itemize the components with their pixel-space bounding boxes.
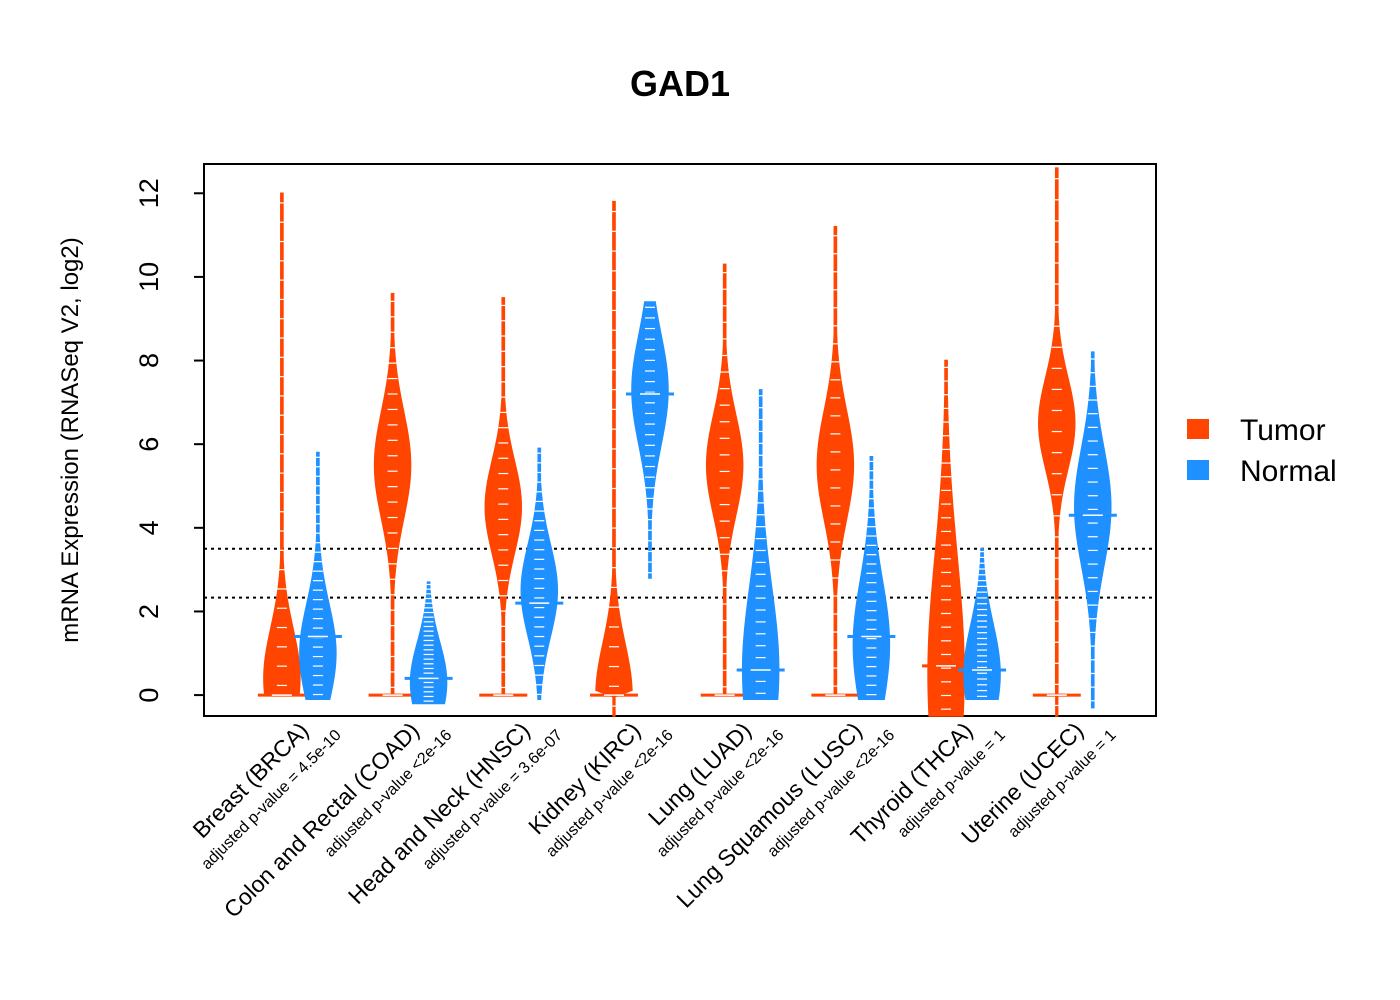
violin-tumor-7 xyxy=(1032,167,1081,717)
violin-tumor-0 xyxy=(257,192,306,697)
reference-lines xyxy=(204,547,1156,599)
violins xyxy=(257,167,1117,717)
violin-normal-6 xyxy=(958,547,1007,701)
y-tick-label: 0 xyxy=(134,688,164,703)
legend-normal-swatch xyxy=(1187,460,1209,480)
y-tick-label: 10 xyxy=(134,262,164,292)
violin-tumor-6 xyxy=(922,359,971,717)
y-tick-label: 2 xyxy=(134,604,164,619)
y-tick-label: 4 xyxy=(134,520,164,535)
violin-normal-1 xyxy=(404,581,453,705)
violin-normal-4-body xyxy=(741,389,780,701)
y-tick-label: 8 xyxy=(134,353,164,368)
violin-normal-5-body xyxy=(852,455,891,701)
violin-normal-6-body xyxy=(963,547,1001,701)
violin-normal-7-body xyxy=(1074,351,1112,709)
y-tick-label: 12 xyxy=(134,178,164,208)
violin-normal-5 xyxy=(847,455,896,701)
plot-frame xyxy=(203,163,1157,717)
violin-tumor-2-body xyxy=(484,297,523,696)
violin-normal-1-body xyxy=(409,581,448,705)
violin-normal-0 xyxy=(293,451,342,701)
violin-tumor-6-body xyxy=(927,359,965,717)
violin-tumor-7-body xyxy=(1038,167,1076,717)
violin-normal-3-body xyxy=(631,301,669,579)
violin-normal-0-body xyxy=(299,451,337,701)
y-axis: 0 2 4 6 8 10 12 xyxy=(134,178,205,703)
violin-tumor-2 xyxy=(479,297,528,697)
violin-normal-7 xyxy=(1068,351,1117,709)
violin-tumor-5 xyxy=(811,225,860,697)
violin-normal-4 xyxy=(736,389,785,701)
legend-tumor-label: Tumor xyxy=(1240,414,1326,447)
violin-tumor-3-body xyxy=(595,200,633,717)
violin-tumor-1 xyxy=(368,292,417,697)
violin-normal-2-body xyxy=(520,447,559,701)
violin-tumor-4-body xyxy=(705,263,744,696)
legend: Tumor Normal xyxy=(1187,414,1337,488)
chart-title: GAD1 xyxy=(630,63,730,104)
y-axis-label: mRNA Expression (RNASeq V2, log2) xyxy=(57,237,84,643)
violin-tumor-4 xyxy=(700,263,749,697)
violin-tumor-5-body xyxy=(816,225,855,696)
violin-normal-2 xyxy=(515,447,564,701)
violin-normal-3 xyxy=(625,301,674,579)
legend-tumor-swatch xyxy=(1187,419,1209,439)
legend-normal-label: Normal xyxy=(1240,455,1337,488)
violin-tumor-1-body xyxy=(373,292,412,696)
violin-tumor-3 xyxy=(589,200,638,717)
x-axis-labels: Breast (BRCA)adjusted p-value = 4.5e-10C… xyxy=(187,717,1119,922)
violin-tumor-0-body xyxy=(263,192,301,696)
y-tick-label: 6 xyxy=(134,437,164,452)
